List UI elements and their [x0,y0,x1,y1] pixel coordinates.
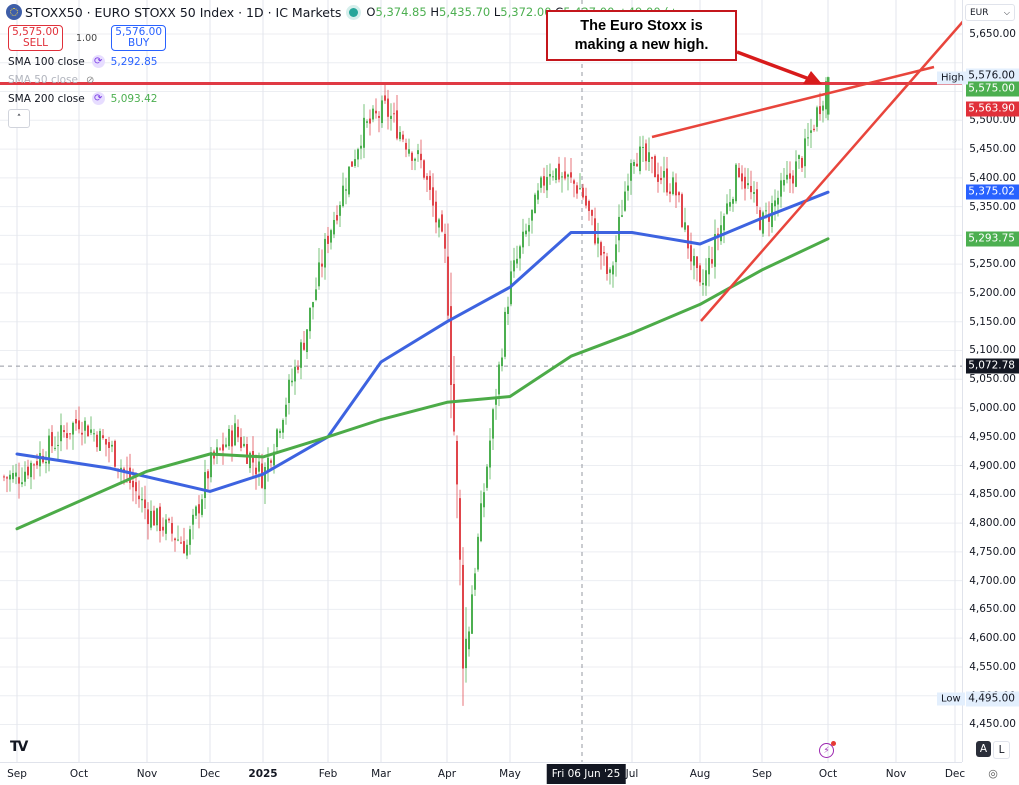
time-tick: 2025 [248,768,278,780]
scale-mode-buttons: A L [976,741,1010,759]
refresh-icon[interactable]: ⟳ [91,55,105,68]
price-tick: 5,150.00 [969,315,1016,328]
price-tick: 4,850.00 [969,488,1016,501]
indicator-sma100[interactable]: SMA 100 close ⟳ 5,292.85 [8,55,158,68]
refresh-icon[interactable]: ⟳ [91,92,105,105]
price-tick: 5,050.00 [969,373,1016,386]
crosshair-date-label: Fri 06 Jun '25 [546,764,626,784]
time-tick: Oct [69,768,89,780]
price-tick: 5,500.00 [969,114,1016,127]
time-tick: Apr [437,768,457,780]
time-tick: Sep [752,768,772,780]
price-chart-canvas[interactable] [0,0,962,762]
time-tick: Dec [199,768,221,780]
buy-button[interactable]: 5,576.00 BUY [111,25,167,51]
time-tick: Dec [944,768,966,780]
sma200-price-tag: 5,293.75 [966,231,1019,247]
sma100-price-tag: 5,375.02 [966,184,1019,200]
time-tick: Oct [818,768,838,780]
time-tick: Mar [371,768,391,780]
eu-flag-icon [6,4,22,20]
last-price-tag: 5,575.00 [966,81,1019,97]
price-tick: 5,250.00 [969,258,1016,271]
high-price-tag: 5,576.00 [966,68,1019,84]
flash-news-icon[interactable]: ⚡ [819,741,836,758]
eye-hidden-icon[interactable]: ⊘ [86,74,95,86]
time-tick: Aug [689,768,711,780]
low-price-tag: 4,495.00 [966,691,1019,707]
symbol-title[interactable]: STOXX50 · EURO STOXX 50 Index · 1D · IC … [25,4,342,20]
indicator-sma50[interactable]: SMA 50 close ⊘ [8,74,95,86]
time-tick: Nov [136,768,158,780]
price-tick: 5,350.00 [969,200,1016,213]
annotation-callout[interactable]: The Euro Stoxx is making a new high. [546,10,737,61]
collapse-legend-button[interactable]: ˄ [8,109,30,128]
price-tick: 4,450.00 [969,718,1016,731]
price-tick: 4,950.00 [969,430,1016,443]
price-tick: 5,450.00 [969,143,1016,156]
time-tick: Feb [318,768,338,780]
hline-price-tag: 5,563.90 [966,101,1019,117]
chevron-up-icon: ˄ [16,113,22,124]
price-axis[interactable]: 5,650.00 5,500.00 5,450.00 5,400.00 5,350.00… [962,0,1019,762]
quantity-value[interactable]: 1.00 [76,32,98,44]
price-tick: 5,650.00 [969,28,1016,40]
price-tick: 5,200.00 [969,286,1016,299]
time-tick: May [499,768,521,780]
trade-panel: 5,575.00 SELL 1.00 5,576.00 BUY [8,25,167,51]
chevron-down-icon: ⌵ [1003,7,1010,17]
price-tick: 4,800.00 [969,517,1016,530]
time-tick: Nov [885,768,907,780]
price-tick: 4,700.00 [969,574,1016,587]
indicator-sma200[interactable]: SMA 200 close ⟳ 5,093.42 [8,92,158,105]
price-tick: 4,900.00 [969,459,1016,472]
settings-icon[interactable]: ◎ [988,766,998,780]
price-tick: 4,550.00 [969,660,1016,673]
ohlc-values: O5,374.85 H5,435.70 L5,372.00 C5,427.00 … [366,5,678,19]
high-label: High [937,71,968,85]
price-tick: 4,650.00 [969,603,1016,616]
sell-button[interactable]: 5,575.00 SELL [8,25,63,51]
price-tick: 4,750.00 [969,545,1016,558]
low-label: Low [937,692,965,706]
market-status-icon [349,7,359,17]
currency-select[interactable]: EUR ⌵ [965,4,1015,21]
time-axis[interactable]: Sep Oct Nov Dec 2025 Feb Mar Apr May Jul Aug Sep Oct… [0,762,966,785]
log-scale-button[interactable]: L [993,741,1010,759]
crosshair-price-tag: 5,072.78 [966,358,1019,374]
price-tick: 4,600.00 [969,632,1016,645]
candles [3,77,827,706]
time-tick: Jul [625,768,639,780]
tradingview-logo[interactable]: TV [10,739,28,755]
price-tick: 5,000.00 [969,402,1016,414]
time-tick: Sep [7,768,27,780]
symbol-legend: STOXX50 · EURO STOXX 50 Index · 1D · IC … [6,4,678,20]
auto-scale-button[interactable]: A [976,741,991,757]
price-tick: 5,400.00 [969,171,1016,184]
price-tick: 5,100.00 [969,344,1016,357]
